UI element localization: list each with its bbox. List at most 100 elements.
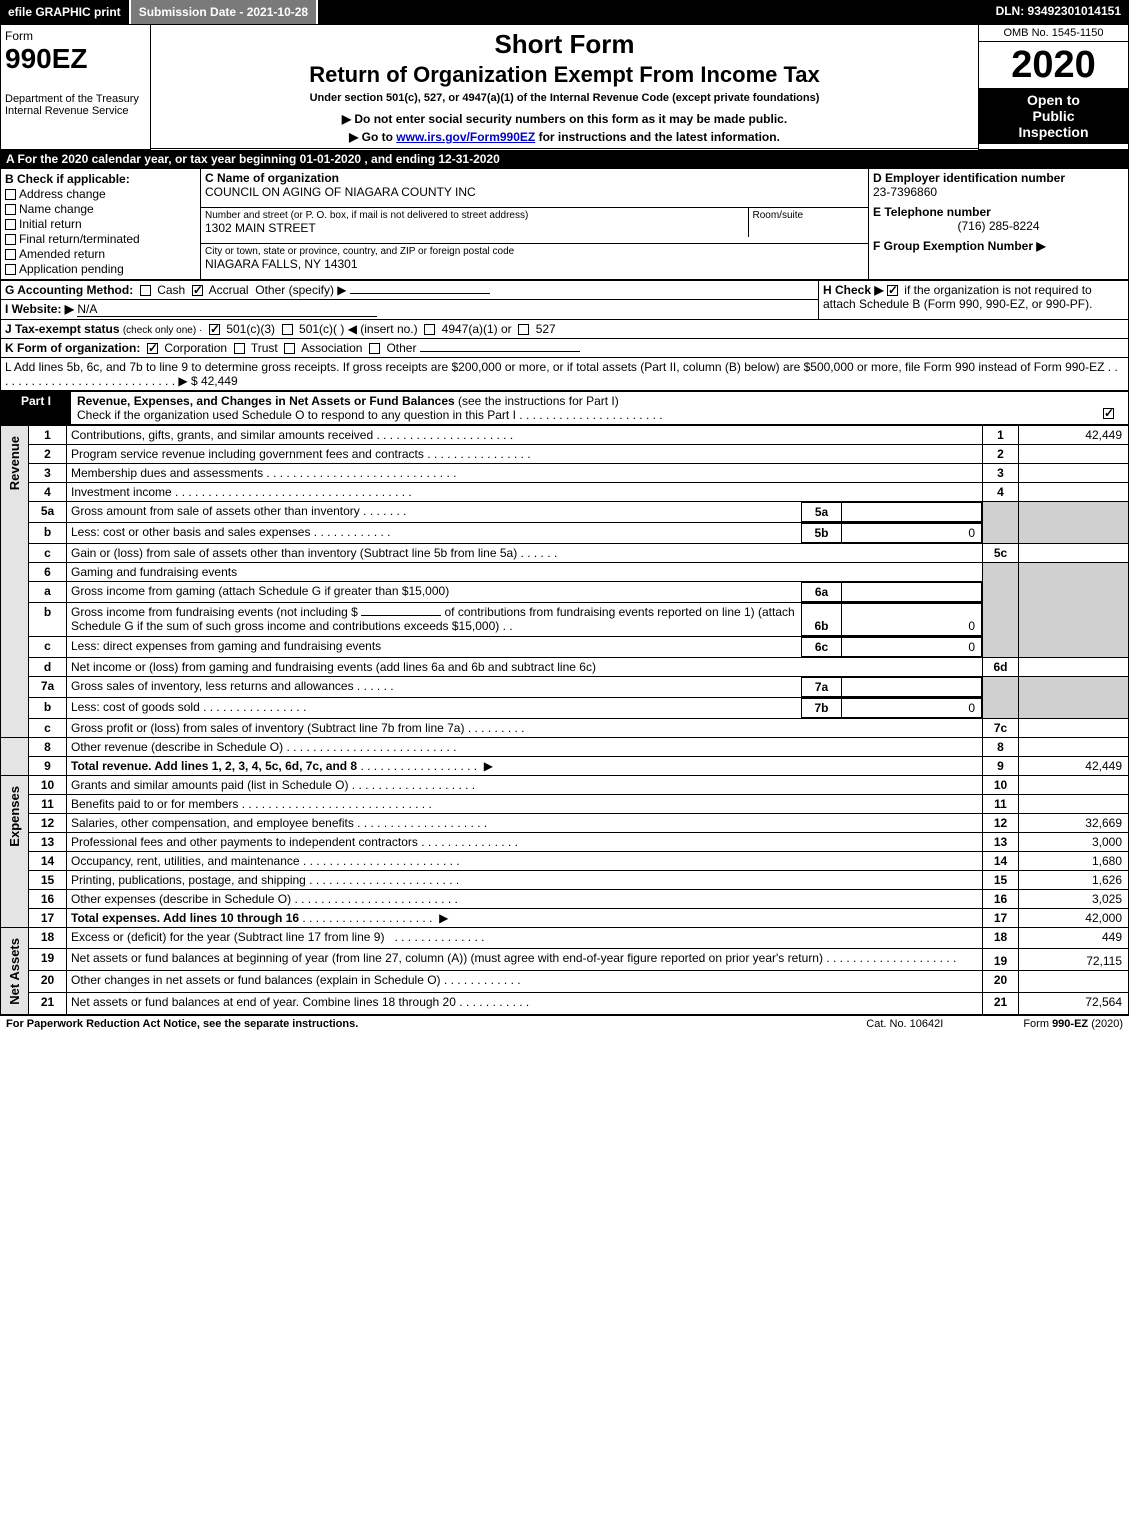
line-16-num: 16 xyxy=(29,889,67,908)
line-4-col: 4 xyxy=(983,482,1019,501)
line-6d-amt xyxy=(1019,657,1129,676)
line-6d-num: d xyxy=(29,657,67,676)
line-6-col-grey xyxy=(983,562,1019,657)
cb-other[interactable] xyxy=(369,343,380,354)
line-6c-desc-wrap: Less: direct expenses from gaming and fu… xyxy=(67,636,983,657)
cb-corp[interactable] xyxy=(147,343,158,354)
line-13-amt: 3,000 xyxy=(1019,832,1129,851)
irs-label: Internal Revenue Service xyxy=(5,105,146,117)
line-4-amt xyxy=(1019,482,1129,501)
cb-final-return[interactable]: Final return/terminated xyxy=(5,232,196,246)
city-block: City or town, state or province, country… xyxy=(201,243,869,279)
line-15-col: 15 xyxy=(983,870,1019,889)
form-number: 990EZ xyxy=(5,43,146,75)
g-other-blank[interactable] xyxy=(350,293,490,294)
netassets-vertical-label: Net Assets xyxy=(1,927,29,1015)
line-13-num: 13 xyxy=(29,832,67,851)
part1-title-wrap: Revenue, Expenses, and Changes in Net As… xyxy=(71,392,1128,424)
cb-name-change[interactable]: Name change xyxy=(5,202,196,216)
cb-501c[interactable] xyxy=(282,324,293,335)
line-3-col: 3 xyxy=(983,463,1019,482)
line-7a-miniamt xyxy=(842,677,982,696)
line-5b-miniamt: 0 xyxy=(842,523,982,542)
line-7ab-amt-grey xyxy=(1019,676,1129,718)
k-other-blank[interactable] xyxy=(420,351,580,352)
line-6c-num: c xyxy=(29,636,67,657)
line-20-col: 20 xyxy=(983,971,1019,993)
omb-number: OMB No. 1545-1150 xyxy=(979,25,1128,42)
cb-527[interactable] xyxy=(518,324,529,335)
line-6d-desc: Net income or (loss) from gaming and fun… xyxy=(67,657,983,676)
open-line2: Public xyxy=(981,108,1126,124)
line-10-amt xyxy=(1019,775,1129,794)
line-10-num: 10 xyxy=(29,775,67,794)
line-7c-num: c xyxy=(29,718,67,737)
h-check-block: H Check ▶ if the organization is not req… xyxy=(819,280,1129,319)
city-label: City or town, state or province, country… xyxy=(205,246,864,257)
goto-prefix: ▶ Go to xyxy=(349,130,396,144)
g-to-l-table: G Accounting Method: Cash Accrual Other … xyxy=(0,280,1129,391)
goto-link[interactable]: www.irs.gov/Form990EZ xyxy=(396,130,535,144)
line-20-amt xyxy=(1019,971,1129,993)
i-label: I Website: ▶ xyxy=(5,302,74,316)
part1-lines-table: Revenue 1 Contributions, gifts, grants, … xyxy=(0,425,1129,1016)
cb-4947[interactable] xyxy=(424,324,435,335)
j-tax-exempt-row: J Tax-exempt status (check only one) · 5… xyxy=(1,319,1129,338)
submission-date-label: Submission Date - 2021-10-28 xyxy=(131,0,318,24)
cb-amended-return[interactable]: Amended return xyxy=(5,247,196,261)
k-label: K Form of organization: xyxy=(5,341,140,355)
cb-cash[interactable] xyxy=(140,285,151,296)
line-6a-num: a xyxy=(29,581,67,602)
line-11-col: 11 xyxy=(983,794,1019,813)
line-19-amt: 72,115 xyxy=(1019,949,1129,971)
cb-h-check[interactable] xyxy=(887,285,898,296)
d-ein-label: D Employer identification number xyxy=(873,171,1124,185)
line-6b-miniamt: 0 xyxy=(842,603,982,635)
g-accounting-row: G Accounting Method: Cash Accrual Other … xyxy=(1,280,819,299)
line-16-col: 16 xyxy=(983,889,1019,908)
street-label: Number and street (or P. O. box, if mail… xyxy=(205,210,744,221)
line-1-col: 1 xyxy=(983,425,1019,444)
efile-topbar: efile GRAPHIC print Submission Date - 20… xyxy=(0,0,1129,24)
expenses-vertical-label: Expenses xyxy=(1,775,29,927)
line-7c-col: 7c xyxy=(983,718,1019,737)
revenue-vlabel-cont xyxy=(1,737,29,775)
line-14-num: 14 xyxy=(29,851,67,870)
cb-application-pending[interactable]: Application pending xyxy=(5,262,196,276)
line-6b-blank[interactable] xyxy=(361,615,441,616)
line-11-desc: Benefits paid to or for members . . . . … xyxy=(67,794,983,813)
j-sub: (check only one) · xyxy=(123,325,202,336)
cb-accrual[interactable] xyxy=(192,285,203,296)
org-name: COUNCIL ON AGING OF NIAGARA COUNTY INC xyxy=(205,185,864,199)
cb-assoc[interactable] xyxy=(284,343,295,354)
f-group-label: F Group Exemption Number ▶ xyxy=(873,239,1124,253)
part1-label: Part I xyxy=(1,392,71,424)
line-5c-col: 5c xyxy=(983,543,1019,562)
cb-address-change[interactable]: Address change xyxy=(5,187,196,201)
cb-part1-schedule-o[interactable] xyxy=(1103,408,1114,419)
line-18-col: 18 xyxy=(983,927,1019,949)
footer-center: Cat. No. 10642I xyxy=(866,1018,943,1030)
line-5b-num: b xyxy=(29,522,67,543)
line-3-desc: Membership dues and assessments . . . . … xyxy=(67,463,983,482)
line-14-col: 14 xyxy=(983,851,1019,870)
b-check-label: B Check if applicable: xyxy=(5,172,196,186)
efile-print-label[interactable]: efile GRAPHIC print xyxy=(0,0,131,24)
form-word: Form xyxy=(5,29,146,43)
line-12-amt: 32,669 xyxy=(1019,813,1129,832)
topbar-spacer xyxy=(318,0,987,24)
line-4-desc: Investment income . . . . . . . . . . . … xyxy=(67,482,983,501)
line-7a-mini: 7a xyxy=(802,677,842,696)
line-17-desc: Total expenses. Add lines 10 through 16 … xyxy=(67,908,983,927)
phone-value: (716) 285-8224 xyxy=(873,219,1124,233)
line-4-num: 4 xyxy=(29,482,67,501)
line-11-num: 11 xyxy=(29,794,67,813)
k-form-org-row: K Form of organization: Corporation Trus… xyxy=(1,338,1129,357)
line-7ab-col-grey xyxy=(983,676,1019,718)
line-6-desc: Gaming and fundraising events xyxy=(67,562,983,581)
l-amount: 42,449 xyxy=(201,374,238,388)
line-17-col: 17 xyxy=(983,908,1019,927)
cb-501c3[interactable] xyxy=(209,324,220,335)
cb-trust[interactable] xyxy=(234,343,245,354)
cb-initial-return[interactable]: Initial return xyxy=(5,217,196,231)
